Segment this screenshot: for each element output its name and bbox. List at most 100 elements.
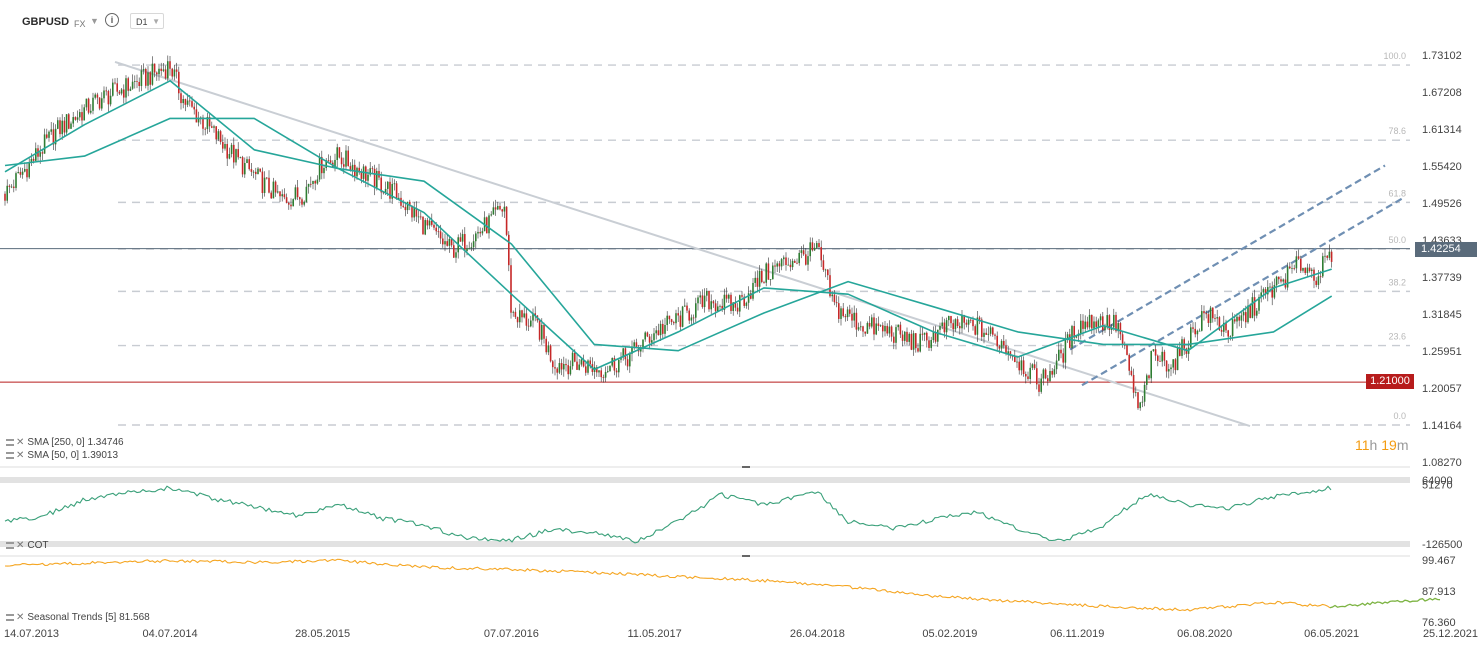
- info-icon[interactable]: i: [105, 13, 119, 27]
- candle: [824, 268, 827, 278]
- candle-body: [228, 154, 231, 159]
- candle-body: [413, 208, 415, 218]
- candle: [167, 55, 169, 82]
- candle: [362, 164, 365, 183]
- candle: [239, 156, 242, 159]
- candle-body: [81, 112, 83, 121]
- candle-body: [217, 131, 220, 140]
- candle-body: [1225, 322, 1227, 331]
- seasonal-y-tick-label: 87.913: [1422, 586, 1456, 598]
- market-label[interactable]: FX: [74, 19, 86, 29]
- settings-icon[interactable]: [6, 541, 14, 549]
- close-icon[interactable]: ✕: [16, 437, 25, 448]
- candle: [85, 98, 88, 111]
- close-icon[interactable]: ✕: [16, 540, 25, 551]
- candle: [1192, 322, 1194, 333]
- fib-level-label: 23.6: [1388, 332, 1406, 342]
- candle-body: [1216, 317, 1218, 319]
- candle-body: [257, 168, 259, 175]
- candle-body: [851, 313, 853, 321]
- candle-body: [961, 314, 963, 329]
- y-tick-label: 1.37739: [1422, 272, 1462, 284]
- candle: [252, 170, 255, 179]
- candle-body: [1227, 330, 1229, 337]
- candle-body: [1124, 345, 1126, 346]
- candle-body: [17, 171, 19, 174]
- candle-body: [516, 317, 519, 323]
- candle: [279, 191, 281, 202]
- candle: [1093, 316, 1095, 335]
- symbol-label[interactable]: GBPUSD: [22, 16, 70, 28]
- close-icon[interactable]: ✕: [16, 612, 25, 623]
- candle-body: [730, 294, 732, 311]
- candle: [307, 183, 310, 194]
- candle: [470, 242, 473, 252]
- candle-body: [417, 216, 420, 218]
- settings-icon[interactable]: [6, 451, 14, 459]
- candle-body: [932, 332, 935, 341]
- candle: [1003, 334, 1005, 349]
- candle-body: [70, 123, 72, 129]
- candle: [433, 223, 435, 231]
- candle-body: [1029, 367, 1031, 379]
- candle-body: [838, 303, 840, 319]
- candle-body: [510, 265, 512, 313]
- candle: [1088, 309, 1091, 330]
- candle-body: [600, 370, 602, 378]
- candle-body: [461, 234, 464, 242]
- candle-body: [1247, 305, 1249, 323]
- candle-body: [1130, 370, 1133, 375]
- current-price-tag[interactable]: 1.42254: [1415, 241, 1477, 257]
- candle: [1262, 287, 1265, 300]
- candle: [28, 157, 30, 179]
- candle-body: [1326, 255, 1328, 258]
- seasonal-legend[interactable]: ✕ Seasonal Trends [5] 81.568: [6, 612, 150, 624]
- candle: [787, 257, 789, 266]
- support-price-tag[interactable]: 1.21000: [1366, 374, 1414, 390]
- candle-body: [318, 156, 321, 180]
- candle-body: [367, 174, 369, 181]
- sma250-legend[interactable]: ✕ SMA [250, 0] 1.34746: [6, 437, 124, 449]
- candle-body: [162, 69, 165, 71]
- candle-body: [1282, 279, 1284, 282]
- candle-body: [59, 120, 61, 135]
- candle: [668, 315, 671, 324]
- candle-body: [791, 260, 794, 268]
- y-tick-label: 1.14164: [1422, 420, 1462, 432]
- settings-icon[interactable]: [6, 613, 14, 621]
- candle: [61, 114, 63, 140]
- sma50-legend[interactable]: ✕ SMA [50, 0] 1.39013: [6, 450, 118, 462]
- grid-layer: [0, 466, 1410, 557]
- candle: [1000, 339, 1003, 352]
- cot-legend[interactable]: ✕ COT: [6, 540, 49, 552]
- timeframe-select[interactable]: D1 ▼: [130, 13, 164, 29]
- settings-icon[interactable]: [6, 438, 14, 446]
- candle: [646, 331, 649, 338]
- candle-body: [714, 303, 717, 312]
- candle-body: [747, 293, 750, 303]
- candle: [136, 74, 138, 89]
- candle: [336, 143, 338, 168]
- candle: [1209, 305, 1212, 331]
- candle-body: [351, 164, 354, 171]
- candle-body: [1223, 322, 1225, 332]
- candle: [123, 84, 125, 104]
- candle-body: [1053, 369, 1056, 375]
- candle-body: [125, 78, 127, 98]
- candle-body: [1020, 360, 1023, 371]
- candle-body: [114, 82, 116, 84]
- candle: [230, 142, 233, 158]
- candle: [532, 308, 534, 328]
- candle-body: [268, 177, 270, 193]
- fib-level-label: 78.6: [1388, 126, 1406, 136]
- candle-body: [952, 323, 954, 330]
- candle: [970, 318, 972, 324]
- candle: [1051, 367, 1053, 378]
- close-icon[interactable]: ✕: [16, 450, 25, 461]
- candle-body: [893, 336, 895, 343]
- candle-body: [789, 264, 792, 268]
- candle: [1036, 361, 1038, 390]
- chevron-down-icon[interactable]: ▼: [90, 16, 99, 26]
- candle: [83, 104, 85, 121]
